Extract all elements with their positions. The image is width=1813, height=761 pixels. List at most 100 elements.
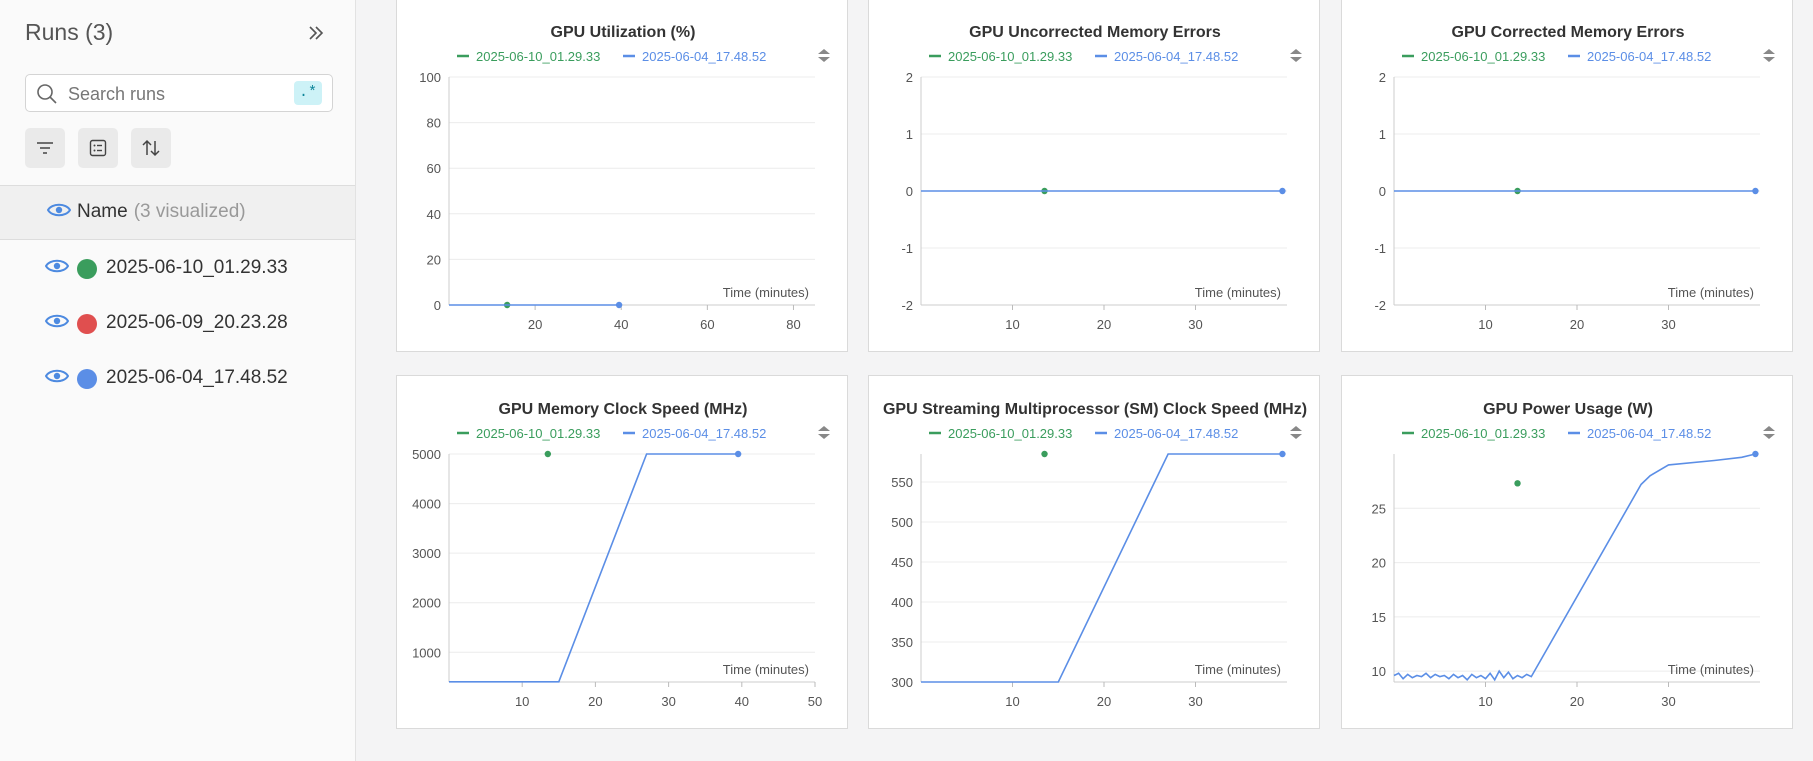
- legend-menu-down-glyph: [1763, 434, 1775, 439]
- series-end-point: [734, 450, 742, 458]
- legend-menu-up-glyph: [818, 426, 830, 431]
- filter-icon: [37, 142, 53, 154]
- chart-power-usage: GPU Power Usage (W) 2025-06-10_01.29.33 20…: [1372, 401, 1775, 709]
- chart-gpu-utilization: GPU Utilization (%) 2025-06-10_01.29.33 20…: [419, 24, 830, 332]
- chart-panel-uncorrected-errors: GPU Uncorrected Memory Errors 2025-06-10_…: [868, 0, 1320, 352]
- filter-button[interactable]: [25, 128, 65, 168]
- y-tick-label: 60: [427, 161, 441, 176]
- y-tick-label: -2: [901, 298, 913, 313]
- chart-panel-memory-clock: GPU Memory Clock Speed (MHz) 2025-06-10_0…: [396, 375, 848, 729]
- y-tick-label: 0: [1379, 184, 1386, 199]
- name-column-header[interactable]: Name (3 visualized): [0, 185, 355, 240]
- x-tick-label: 60: [700, 317, 714, 332]
- legend-menu-down-glyph: [1763, 57, 1775, 62]
- run-name: 2025-06-04_17.48.52: [106, 367, 288, 388]
- runs-title: Runs (3): [25, 19, 114, 45]
- chart-uncorrected-errors: GPU Uncorrected Memory Errors 2025-06-10_…: [901, 24, 1302, 332]
- collapse-sidebar-button[interactable]: [300, 18, 332, 48]
- x-axis-label: Time (minutes): [723, 662, 809, 677]
- y-tick-label: 3000: [412, 546, 441, 561]
- y-tick-label: 1: [1379, 127, 1386, 142]
- chart-title: GPU Streaming Multiprocessor (SM) Clock …: [883, 401, 1307, 418]
- x-tick-label: 20: [1097, 317, 1111, 332]
- legend-menu-icon: [1763, 49, 1775, 62]
- y-tick-label: -2: [1374, 298, 1386, 313]
- y-tick-label: 0: [434, 298, 441, 313]
- y-tick-label: 2: [1379, 70, 1386, 85]
- y-tick-label: 2000: [412, 596, 441, 611]
- x-tick-label: 40: [614, 317, 628, 332]
- search-input[interactable]: [66, 81, 290, 107]
- x-tick-label: 10: [1478, 317, 1492, 332]
- search-box: .*: [25, 74, 333, 112]
- legend-entry: 2025-06-10_01.29.33: [948, 49, 1072, 64]
- columns-button[interactable]: [78, 128, 118, 168]
- x-axis-label: Time (minutes): [1195, 285, 1281, 300]
- x-tick-label: 30: [1188, 694, 1202, 709]
- legend-menu-icon: [818, 49, 830, 62]
- x-axis-label: Time (minutes): [1668, 662, 1754, 677]
- run-color-dot: [77, 369, 97, 389]
- legend-entry: 2025-06-10_01.29.33: [476, 426, 600, 441]
- legend-menu-icon: [818, 426, 830, 439]
- legend-menu-icon: [1290, 426, 1302, 439]
- series-end-point: [1752, 450, 1759, 458]
- run-row[interactable]: 2025-06-09_20.23.28: [0, 299, 355, 349]
- data-point: [544, 450, 552, 458]
- sort-button[interactable]: [131, 128, 171, 168]
- chart-title: GPU Uncorrected Memory Errors: [969, 24, 1221, 41]
- y-tick-label: 100: [419, 70, 441, 85]
- series-end-point: [615, 301, 623, 309]
- y-tick-label: -1: [1374, 241, 1386, 256]
- x-tick-label: 20: [588, 694, 602, 709]
- legend-menu-down-glyph: [1290, 434, 1302, 439]
- y-tick-label: 2: [906, 70, 913, 85]
- chart-title: GPU Memory Clock Speed (MHz): [499, 401, 748, 418]
- x-tick-label: 30: [1188, 317, 1202, 332]
- series-end-point: [1279, 450, 1286, 458]
- legend-entry: 2025-06-10_01.29.33: [476, 49, 600, 64]
- x-axis-label: Time (minutes): [723, 285, 809, 300]
- y-tick-label: 20: [427, 252, 441, 267]
- chart-panel-gpu-utilization: GPU Utilization (%) 2025-06-10_01.29.33 20…: [396, 0, 848, 352]
- y-tick-label: 20: [1372, 556, 1386, 571]
- run-row[interactable]: 2025-06-04_17.48.52: [0, 354, 355, 404]
- x-tick-label: 20: [528, 317, 542, 332]
- legend-menu-icon: [1290, 49, 1302, 62]
- legend-menu-down-glyph: [818, 57, 830, 62]
- x-tick-label: 30: [1661, 694, 1675, 709]
- run-row[interactable]: 2025-06-10_01.29.33: [0, 244, 355, 294]
- series-line: [921, 453, 1283, 683]
- y-tick-label: 1: [906, 127, 913, 142]
- y-tick-label: 500: [891, 515, 913, 530]
- legend-menu-down-glyph: [818, 434, 830, 439]
- legend-entry: 2025-06-04_17.48.52: [1587, 49, 1711, 64]
- data-point: [1514, 480, 1521, 487]
- eye-icon[interactable]: [45, 313, 69, 329]
- y-tick-label: 80: [427, 116, 441, 131]
- chart-memory-clock: GPU Memory Clock Speed (MHz) 2025-06-10_0…: [412, 401, 830, 709]
- runs-sidebar: Runs (3) .* Name(3 visualized) 2025-06-1…: [0, 0, 356, 761]
- search-icon: [37, 84, 57, 104]
- eye-icon[interactable]: [45, 258, 69, 274]
- chevron-double-right-icon: [309, 26, 324, 40]
- list-details-icon: [89, 139, 107, 157]
- legend-entry: 2025-06-04_17.48.52: [1114, 49, 1238, 64]
- run-color-dot: [77, 314, 97, 334]
- y-tick-label: 400: [891, 595, 913, 610]
- run-name: 2025-06-10_01.29.33: [106, 257, 288, 278]
- legend-menu-up-glyph: [818, 49, 830, 54]
- x-tick-label: 10: [1478, 694, 1492, 709]
- y-tick-label: 15: [1372, 610, 1386, 625]
- legend-entry: 2025-06-04_17.48.52: [1587, 426, 1711, 441]
- run-name: 2025-06-09_20.23.28: [106, 312, 288, 333]
- y-tick-label: 25: [1372, 501, 1386, 516]
- regex-toggle-button[interactable]: .*: [294, 81, 322, 105]
- x-tick-label: 20: [1097, 694, 1111, 709]
- sort-arrows-icon: [142, 139, 160, 157]
- eye-icon[interactable]: [47, 202, 71, 218]
- legend-menu-down-glyph: [1290, 57, 1302, 62]
- eye-icon[interactable]: [45, 368, 69, 384]
- run-color-dot: [77, 259, 97, 279]
- x-tick-label: 30: [661, 694, 675, 709]
